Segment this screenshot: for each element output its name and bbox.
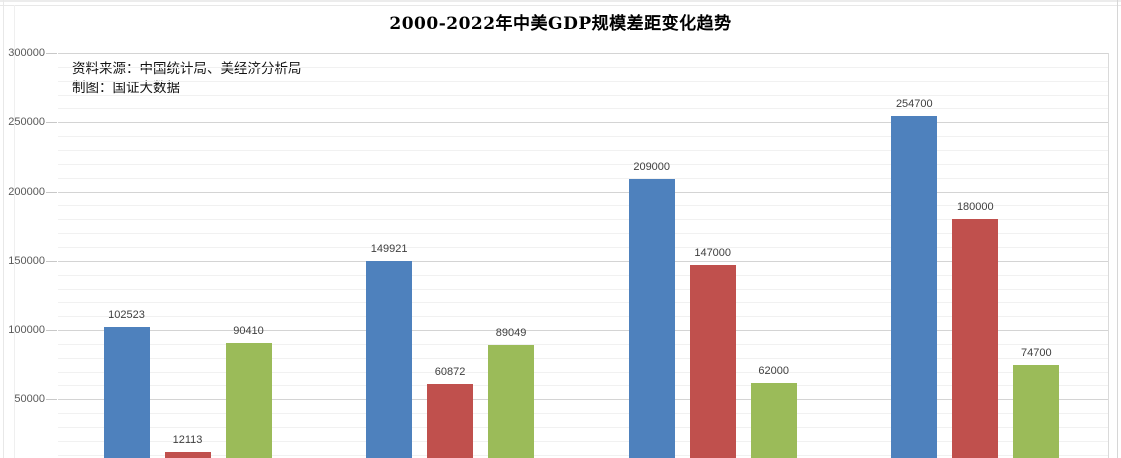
bar-value-label: 60872 <box>434 366 466 379</box>
bar-value-label: 209000 <box>633 161 671 174</box>
minor-gridline <box>58 150 1108 151</box>
minor-gridline <box>58 413 1108 415</box>
major-gridline <box>58 260 1108 262</box>
source-note-line2: 制图：国证大数据 <box>72 80 180 95</box>
y-axis-tick <box>46 399 57 401</box>
bar-value-label: 149921 <box>370 242 408 255</box>
minor-gridline <box>58 440 1108 442</box>
minor-gridline <box>58 274 1108 276</box>
minor-gridline <box>58 246 1108 248</box>
y-axis-tick <box>46 122 57 124</box>
bar-value-label: 74700 <box>1021 347 1052 360</box>
bar-series-red <box>164 451 211 458</box>
source-note-line1: 资料来源：中国统计局、美经济分析局 <box>72 61 302 76</box>
bar-value-label: 90410 <box>233 325 264 338</box>
y-axis-label: 200000 <box>8 185 45 198</box>
minor-gridline <box>58 371 1108 373</box>
bar-series-red <box>689 264 736 458</box>
minor-gridline <box>58 288 1108 290</box>
minor-gridline <box>58 219 1108 221</box>
y-axis-label: 50000 <box>14 393 45 406</box>
minor-gridline <box>58 316 1108 318</box>
minor-gridline <box>58 94 1108 96</box>
bar-series-red <box>952 219 999 458</box>
major-gridline <box>58 122 1108 124</box>
minor-gridline <box>58 136 1108 138</box>
bar-value-label: 102523 <box>108 308 145 321</box>
bar-value-label: 62000 <box>758 364 789 377</box>
bar-value-label: 254700 <box>895 97 933 110</box>
bar-value-label: 180000 <box>956 201 994 214</box>
minor-gridline <box>58 163 1108 165</box>
frame-left-line <box>3 0 4 458</box>
bar-series-green <box>1013 365 1060 458</box>
bar-series-blue <box>366 260 413 458</box>
bar-series-blue <box>891 115 938 458</box>
y-axis-tick <box>46 191 57 193</box>
y-axis-label: 100000 <box>8 324 45 337</box>
major-gridline <box>58 330 1108 332</box>
y-axis-tick <box>46 53 57 55</box>
frame-top-line <box>0 5 1121 6</box>
y-axis-label: 300000 <box>8 47 45 60</box>
minor-gridline <box>58 357 1108 359</box>
source-note: 资料来源：中国统计局、美经济分析局 制图：国证大数据 <box>72 59 302 97</box>
bar-series-green <box>750 382 797 458</box>
bar-series-green <box>225 343 272 458</box>
minor-gridline <box>58 385 1108 387</box>
minor-gridline <box>58 80 1108 82</box>
minor-gridline <box>58 427 1108 429</box>
minor-gridline <box>58 233 1108 235</box>
minor-gridline <box>58 302 1108 304</box>
frame-right-line <box>1117 0 1118 458</box>
bar-value-label: 147000 <box>694 246 732 259</box>
bar-value-label: 89049 <box>495 327 527 340</box>
major-gridline <box>58 191 1108 193</box>
y-axis-tick <box>46 330 57 332</box>
bar-series-red <box>427 384 474 458</box>
major-gridline <box>58 53 1108 55</box>
frame-left-line-2 <box>14 5 15 458</box>
frame-top-strip <box>0 0 1121 2</box>
minor-gridline <box>58 66 1108 68</box>
y-axis-label: 150000 <box>8 254 45 267</box>
bar-series-blue <box>103 326 150 458</box>
minor-gridline <box>58 108 1108 110</box>
minor-gridline <box>58 177 1108 179</box>
y-axis-tick <box>46 260 57 262</box>
major-gridline <box>58 399 1108 401</box>
minor-gridline <box>58 343 1108 345</box>
minor-gridline <box>58 205 1108 207</box>
bar-series-green <box>488 345 535 458</box>
bar-value-label: 12113 <box>172 433 203 446</box>
chart-title: 2000-2022年中美GDP规模差距变化趋势 <box>389 14 732 34</box>
y-axis-label: 250000 <box>8 116 45 129</box>
minor-gridline <box>58 454 1108 456</box>
plot-right-border <box>1108 53 1109 458</box>
bar-series-blue <box>628 179 675 458</box>
